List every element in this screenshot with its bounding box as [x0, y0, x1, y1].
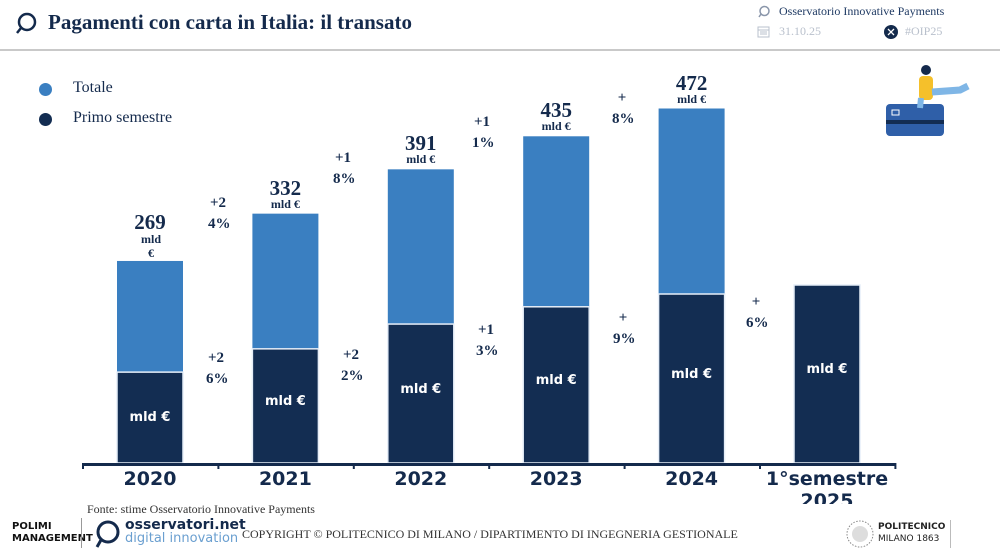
primo-semestre-unit-label: mld € [264, 393, 306, 409]
x-axis-tick-label: 2022 [394, 468, 448, 490]
bar-primo-semestre [793, 284, 861, 464]
politecnico-seal-icon [846, 520, 874, 548]
page-title: Pagamenti con carta in Italia: il transa… [48, 10, 412, 34]
total-unit-label: mld € [141, 231, 162, 260]
footer-divider [950, 520, 951, 548]
x-axis-tick-label: 2023 [529, 468, 583, 490]
growth-label-primo-semestre: +13% [476, 322, 499, 359]
growth-label-primo-semestre: +26% [206, 350, 229, 387]
growth-label-totale: +11% [472, 114, 495, 151]
polimi-som-logo: POLIMI MANAGEMENT [12, 521, 93, 544]
politecnico-logo-text: POLITECNICO [878, 522, 946, 532]
primo-semestre-unit-label: mld € [535, 372, 577, 388]
legend-marker-totale [39, 83, 52, 96]
osservatori-logo-text: osservatori.net [125, 517, 246, 533]
observatory-name: Osservatorio Innovative Payments [779, 4, 945, 18]
x-axis-tick-label: 2020 [123, 468, 177, 490]
primo-semestre-unit-label: mld € [806, 362, 848, 377]
search-bubble-icon [758, 5, 770, 18]
hashtag: #OIP25 [905, 24, 943, 38]
calendar-icon [757, 26, 770, 38]
x-logo-icon [884, 25, 898, 39]
legend-label-primo-semestre: Primo semestre [73, 109, 173, 126]
primo-semestre-unit-label: mld € [671, 366, 713, 382]
total-value-label: 332 [269, 175, 302, 200]
primo-semestre-unit-label: mld € [400, 381, 442, 397]
growth-label-totale: +24% [208, 195, 231, 232]
osservatori-logo-icon [95, 520, 120, 548]
total-value-label: 435 [540, 98, 572, 123]
growth-label-primo-semestre: +9% [613, 310, 636, 347]
total-unit-label: mld € [541, 119, 571, 134]
primo-semestre-unit-label: mld € [129, 409, 171, 425]
growth-label-primo-semestre: +6% [746, 294, 769, 331]
search-bubble-icon [16, 12, 37, 34]
copyright: COPYRIGHT © POLITECNICO DI MILANO / DIPA… [242, 527, 738, 541]
legend-label-totale: Totale [73, 79, 113, 96]
source-note: Fonte: stime Osservatorio Innovative Pay… [87, 502, 315, 516]
bar-primo-semestre [657, 293, 726, 464]
header-divider [0, 49, 1000, 51]
footer-divider [81, 518, 82, 548]
legend-marker-primo-semestre [39, 113, 52, 126]
x-axis-tick-label: 1°semestre 2025 [765, 468, 889, 504]
date: 31.10.25 [779, 24, 821, 38]
total-unit-label: mld € [406, 152, 436, 167]
x-axis-tick-label: 2021 [258, 468, 312, 490]
total-value-label: 391 [405, 131, 437, 156]
bar-primo-semestre [387, 323, 455, 464]
growth-label-primo-semestre: +22% [341, 347, 364, 384]
growth-label-totale: +8% [612, 90, 635, 127]
total-value-label: 269 [134, 209, 166, 234]
growth-label-totale: +18% [333, 150, 356, 187]
card-person-illustration [886, 65, 970, 136]
politecnico-logo-subtext: MILANO 1863 [878, 534, 940, 544]
total-unit-label: mld € [677, 91, 707, 106]
total-unit-label: mld € [270, 196, 300, 211]
osservatori-logo-subtext: digital innovation [125, 531, 239, 546]
x-axis-tick-label: 2024 [665, 468, 719, 490]
total-value-label: 472 [675, 70, 708, 95]
bar-primo-semestre [522, 306, 590, 464]
